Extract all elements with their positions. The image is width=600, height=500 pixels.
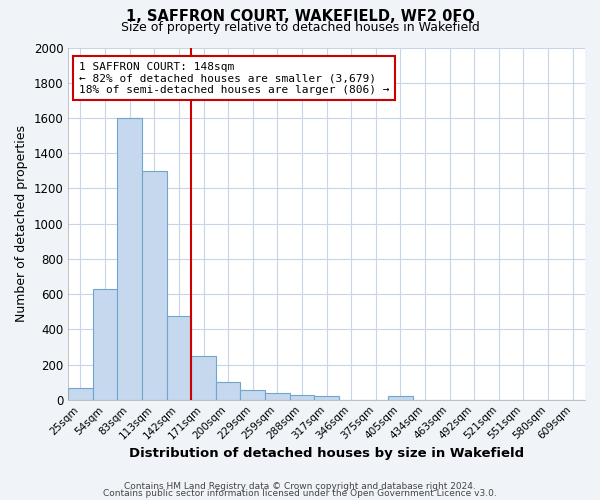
Y-axis label: Number of detached properties: Number of detached properties bbox=[15, 125, 28, 322]
Text: 1, SAFFRON COURT, WAKEFIELD, WF2 0FQ: 1, SAFFRON COURT, WAKEFIELD, WF2 0FQ bbox=[125, 9, 475, 24]
Text: 1 SAFFRON COURT: 148sqm
← 82% of detached houses are smaller (3,679)
18% of semi: 1 SAFFRON COURT: 148sqm ← 82% of detache… bbox=[79, 62, 389, 95]
Bar bbox=[191, 356, 216, 400]
Bar bbox=[68, 388, 93, 400]
Bar bbox=[388, 396, 413, 400]
Bar bbox=[314, 396, 339, 400]
Bar bbox=[290, 396, 314, 400]
Bar bbox=[167, 316, 191, 400]
Text: Size of property relative to detached houses in Wakefield: Size of property relative to detached ho… bbox=[121, 21, 479, 34]
Bar bbox=[93, 289, 118, 400]
Bar bbox=[118, 118, 142, 400]
Bar bbox=[265, 392, 290, 400]
Bar bbox=[241, 390, 265, 400]
Text: Contains public sector information licensed under the Open Government Licence v3: Contains public sector information licen… bbox=[103, 489, 497, 498]
Bar bbox=[216, 382, 241, 400]
X-axis label: Distribution of detached houses by size in Wakefield: Distribution of detached houses by size … bbox=[129, 447, 524, 460]
Bar bbox=[142, 171, 167, 400]
Text: Contains HM Land Registry data © Crown copyright and database right 2024.: Contains HM Land Registry data © Crown c… bbox=[124, 482, 476, 491]
